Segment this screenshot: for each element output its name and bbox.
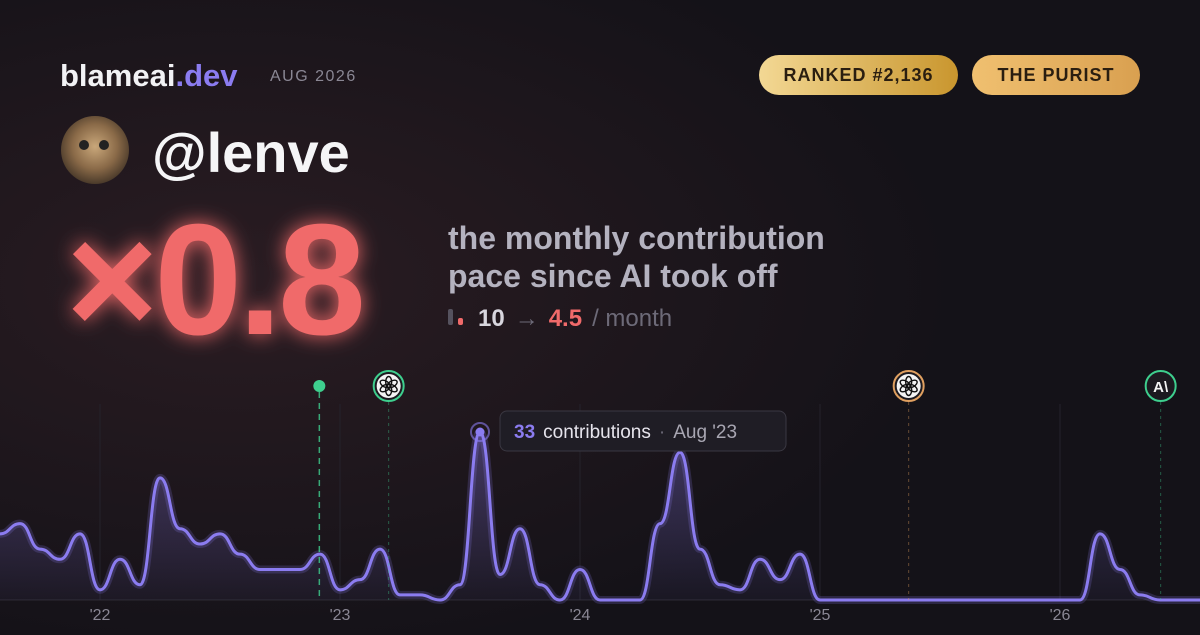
event-glyph — [379, 379, 391, 389]
avatar-eye — [79, 140, 89, 150]
rank-badge — [759, 55, 958, 95]
title-badge — [972, 55, 1140, 95]
avatar-eye — [99, 140, 109, 150]
date: AUG 2026 — [270, 68, 357, 85]
tooltip — [499, 410, 787, 452]
highlight-ring — [470, 422, 490, 442]
event-glyph — [899, 379, 911, 389]
stat-arrow: → — [515, 305, 539, 332]
multiplier: ×0.8 — [66, 192, 362, 368]
handle: @lenve — [152, 121, 350, 184]
tooltip-sep: · — [659, 422, 665, 443]
brand: blameai.dev — [60, 58, 238, 93]
area — [0, 432, 1200, 600]
event-dot — [313, 380, 326, 392]
x-tick-label: '25 — [810, 607, 831, 624]
stats: 10 → 4.5 / month — [478, 305, 672, 332]
x-tick-label: '22 — [90, 607, 111, 624]
tagline: pace since AI took off — [448, 258, 778, 294]
line — [0, 430, 1200, 602]
stat-icon — [458, 318, 463, 325]
event-icon-bg — [896, 374, 921, 398]
rank-badge-text: RANKED #2,136 — [783, 65, 933, 85]
x-tick-label: '23 — [330, 607, 351, 624]
highlight-point — [475, 427, 485, 437]
x-tick-label: '24 — [570, 607, 591, 624]
tooltip-date: Aug '23 — [673, 422, 737, 443]
stat-before: 10 — [478, 305, 505, 332]
event-icon-bg — [1148, 374, 1173, 398]
stat-icon — [448, 309, 453, 325]
stat-unit: / month — [592, 305, 672, 332]
stat-after: 4.5 — [549, 305, 582, 332]
tagline: the monthly contribution — [448, 220, 825, 256]
event-icon-bg — [376, 374, 401, 398]
tooltip-value: 33 — [514, 422, 535, 443]
x-tick-label: '26 — [1050, 607, 1071, 624]
tooltip-unit: contributions — [543, 422, 651, 443]
brand-name: blameai — [60, 58, 175, 93]
event-label: A\ — [1153, 379, 1169, 396]
brand-tld: .dev — [175, 58, 238, 93]
avatar — [61, 116, 129, 184]
chart: '22 '23 '24 '25 '26 A\ 33 contributions · Aug '23 — [0, 370, 1200, 624]
tooltip-text: 33 contributions · Aug '23 — [514, 422, 737, 443]
title-badge-text: THE PURIST — [997, 65, 1114, 85]
